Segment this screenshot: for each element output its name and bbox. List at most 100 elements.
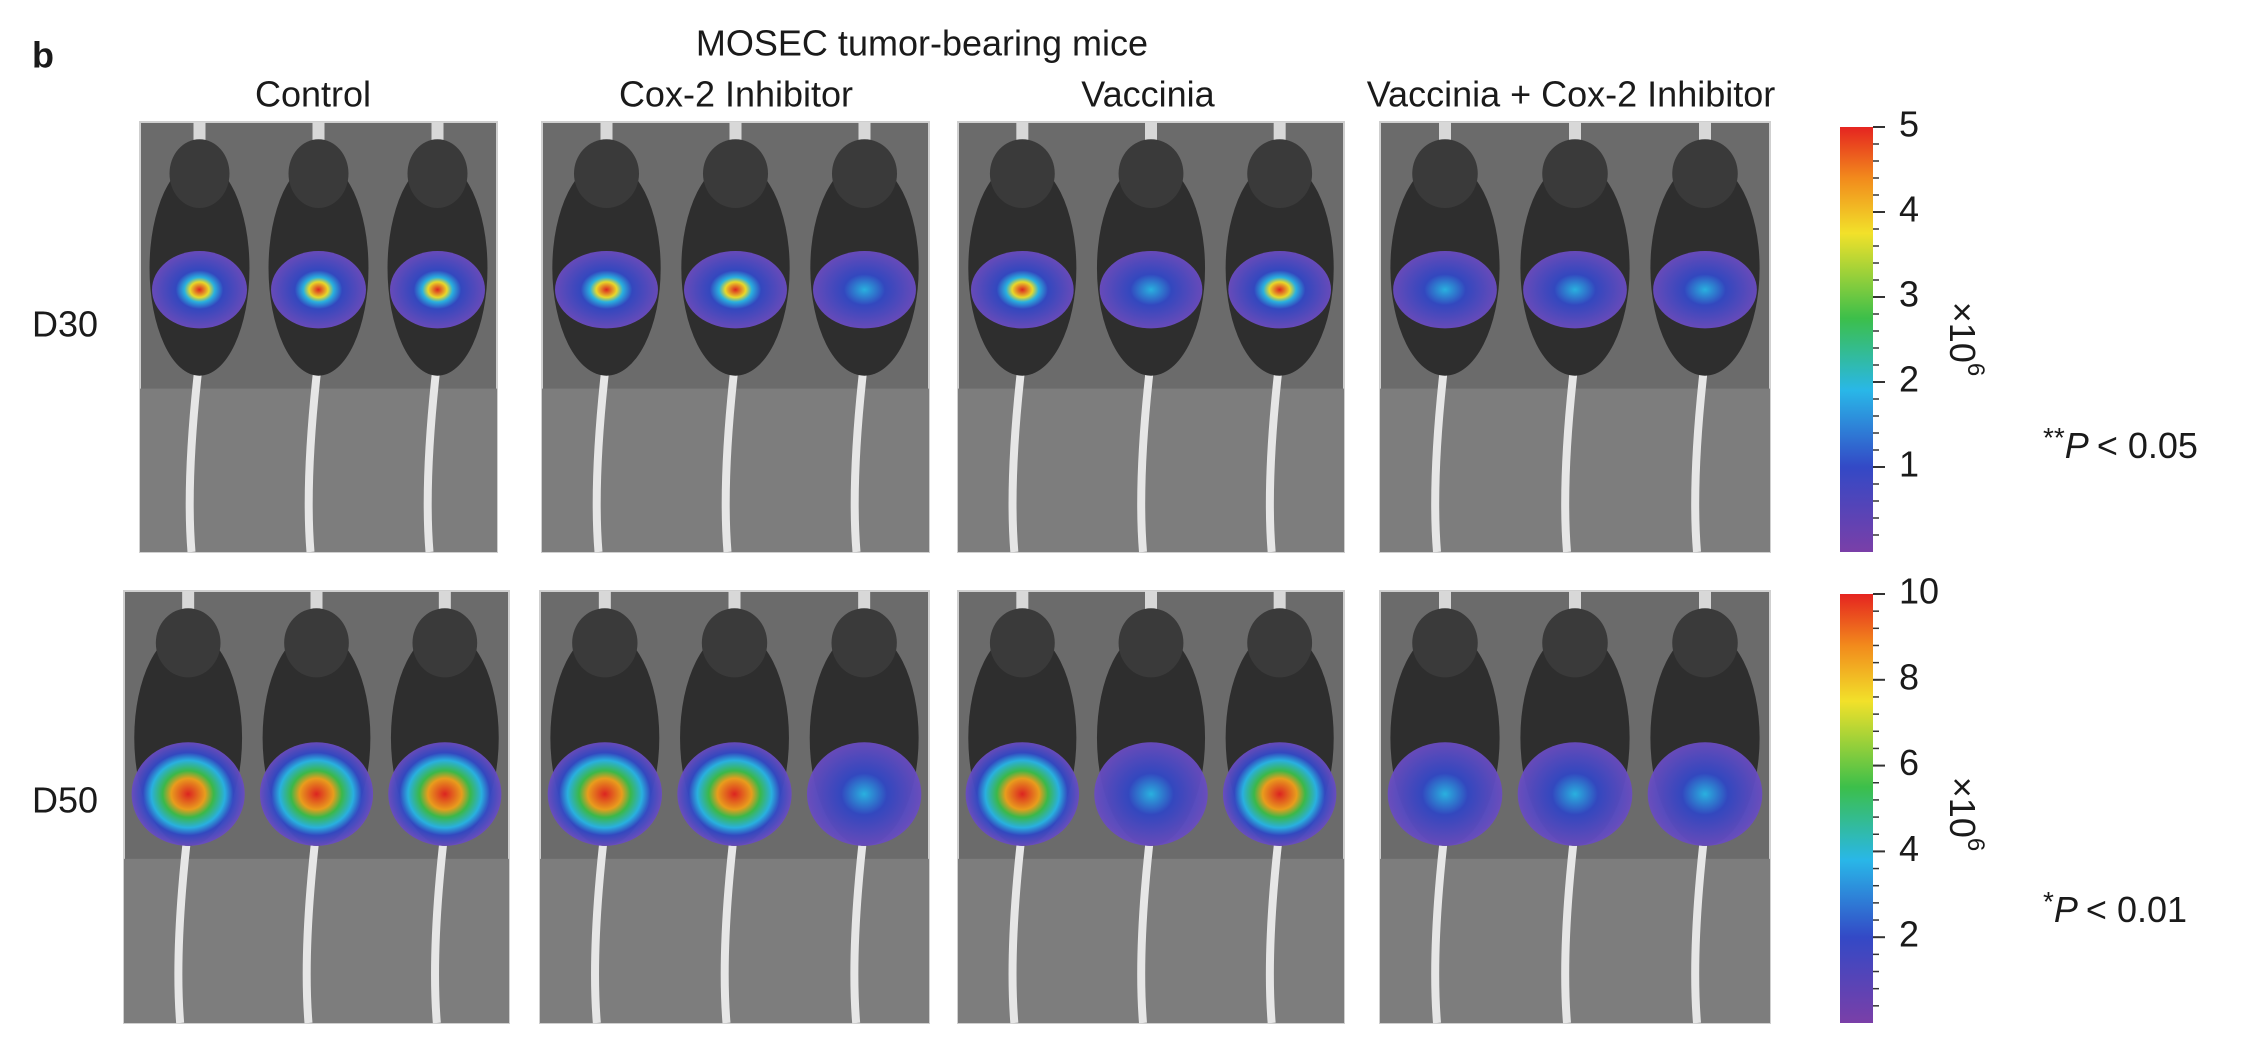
- significance-symbol: P: [2054, 889, 2078, 930]
- column-label: Vaccinia + Cox-2 Inhibitor: [1367, 74, 1776, 115]
- tail: [431, 828, 449, 1024]
- tail: [1561, 358, 1579, 553]
- mouse-head: [989, 139, 1055, 209]
- tail: [850, 358, 869, 553]
- column-label: Vaccinia: [1081, 74, 1215, 115]
- signal: [390, 251, 485, 329]
- colorbar-tick-label: 3: [1899, 274, 1919, 315]
- tail: [302, 828, 321, 1024]
- significance: *P < 0.01: [2043, 886, 2187, 929]
- tail: [1561, 828, 1579, 1024]
- unit-multiplier: ×10: [1942, 777, 1983, 838]
- colorbar-tick-label: 2: [1899, 914, 1919, 955]
- signal: [677, 742, 792, 846]
- mouse-head: [155, 608, 221, 678]
- unit-exponent: 6: [1962, 363, 1989, 376]
- mouse-head: [1672, 139, 1738, 209]
- mouse-head: [1542, 608, 1608, 678]
- mouse-head: [1247, 608, 1313, 678]
- tail: [1137, 358, 1155, 553]
- tail: [1008, 828, 1027, 1024]
- signal: [970, 251, 1074, 329]
- tail: [591, 828, 609, 1024]
- mouse-head: [831, 608, 897, 678]
- signal: [271, 251, 366, 329]
- significance-stars: **: [2043, 422, 2065, 453]
- significance-stars: *: [2043, 886, 2054, 917]
- signal: [1653, 251, 1757, 329]
- column-label: Cox-2 Inhibitor: [619, 74, 853, 115]
- signal: [965, 742, 1080, 846]
- mouse-head: [1412, 139, 1478, 209]
- tail: [1008, 358, 1027, 553]
- tail: [1265, 358, 1284, 553]
- column-label: Control: [255, 74, 371, 115]
- tail: [185, 358, 204, 553]
- signal: [547, 742, 663, 846]
- mouse-head: [1247, 139, 1313, 209]
- colorbar-tick-label: 5: [1899, 104, 1919, 145]
- tail: [721, 358, 740, 553]
- signal: [259, 742, 374, 846]
- mouse-head: [573, 139, 640, 209]
- colorbar-tick-label: 2: [1899, 359, 1919, 400]
- mouse-head: [407, 139, 468, 209]
- colorbar-tick-label: 8: [1899, 656, 1919, 697]
- mouse-head: [572, 608, 638, 678]
- signal: [1222, 742, 1337, 846]
- signal: [555, 251, 658, 329]
- image-floor: [958, 858, 1344, 1023]
- tail: [423, 358, 442, 553]
- signal: [1099, 251, 1203, 329]
- mouse-head: [169, 139, 230, 209]
- signal: [813, 251, 916, 329]
- colorbar-tick-label: 6: [1899, 742, 1919, 783]
- tail: [304, 358, 323, 553]
- tail: [1691, 828, 1709, 1024]
- colorbar: [1840, 127, 1873, 552]
- tail: [850, 828, 869, 1024]
- tail: [1431, 358, 1449, 553]
- tail: [720, 828, 739, 1024]
- signal: [131, 742, 245, 846]
- tail: [1691, 358, 1709, 553]
- mouse-head: [1412, 608, 1478, 678]
- signal: [152, 251, 247, 329]
- signal: [1517, 742, 1633, 846]
- colorbar: [1840, 594, 1873, 1023]
- mouse-head: [284, 608, 349, 678]
- tail: [1265, 828, 1284, 1024]
- significance-relation: < 0.01: [2086, 889, 2187, 930]
- colorbar-unit: ×106: [1942, 777, 1988, 851]
- mouse-head: [831, 139, 898, 209]
- mouse-head: [1118, 139, 1184, 209]
- signal: [1523, 251, 1627, 329]
- row-label: D30: [32, 304, 98, 345]
- image-floor: [1380, 388, 1770, 552]
- colorbar-unit: ×106: [1942, 302, 1988, 376]
- significance-symbol: P: [2065, 425, 2089, 466]
- signal: [684, 251, 787, 329]
- signal: [1228, 251, 1332, 329]
- mouse-head: [701, 608, 768, 678]
- mouse-head: [1672, 608, 1738, 678]
- image-grid: [123, 121, 1771, 1024]
- significance-relation: < 0.05: [2097, 425, 2198, 466]
- image-floor: [124, 858, 509, 1023]
- mouse-head: [702, 139, 769, 209]
- tail: [592, 358, 611, 553]
- signal: [1393, 251, 1497, 329]
- signal: [806, 742, 922, 846]
- mouse-head: [412, 608, 478, 678]
- image-floor: [542, 388, 929, 552]
- signal: [1387, 742, 1503, 846]
- tail: [174, 828, 193, 1024]
- row-label: D50: [32, 780, 98, 821]
- image-floor: [540, 858, 929, 1023]
- mouse-head: [288, 139, 349, 209]
- significance: **P < 0.05: [2043, 422, 2198, 465]
- signal: [388, 742, 502, 846]
- signal: [1647, 742, 1763, 846]
- mouse-head: [1118, 608, 1184, 678]
